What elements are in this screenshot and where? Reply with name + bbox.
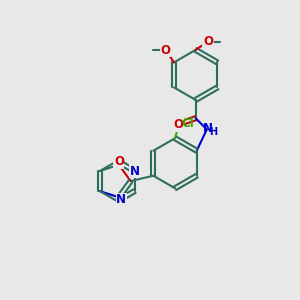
Text: N: N	[116, 193, 126, 206]
Text: H: H	[209, 127, 218, 137]
Text: O: O	[174, 118, 184, 131]
Text: O: O	[114, 155, 124, 168]
Text: Cl: Cl	[181, 117, 194, 130]
Text: O: O	[203, 35, 213, 48]
Text: O: O	[161, 44, 171, 56]
Text: N: N	[202, 122, 212, 135]
Text: N: N	[130, 164, 140, 178]
